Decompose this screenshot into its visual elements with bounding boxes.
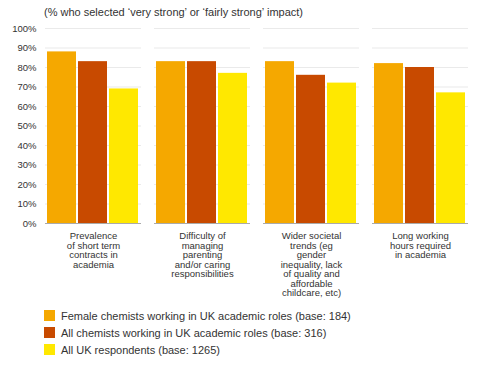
svg-text:Prevalenceof short termcontrac: Prevalenceof short termcontracts inacade… (67, 230, 120, 270)
svg-text:40%: 40% (17, 140, 37, 151)
svg-text:50%: 50% (17, 120, 37, 131)
svg-text:Difficulty ofmanagingparenting: Difficulty ofmanagingparentingand/or car… (171, 230, 234, 279)
html-text:All chemists working in UK aca: All chemists working in UK academic role… (61, 326, 327, 339)
svg-text:80%: 80% (17, 62, 37, 73)
html-text:(% who selected ‘very strong’: (% who selected ‘very strong’ or ‘fairly… (44, 6, 303, 18)
svg-text:70%: 70% (17, 81, 37, 92)
html-text:All UK respondents (base: 1265: All UK respondents (base: 1265) (61, 343, 220, 356)
svg-text:60%: 60% (17, 101, 37, 112)
html-text:Female chemists working in UK: Female chemists working in UK academic r… (61, 309, 351, 322)
svg-text:90%: 90% (17, 42, 37, 53)
svg-text:Wider societaltrends (eggender: Wider societaltrends (eggenderinequality… (281, 230, 343, 298)
svg-text:10%: 10% (17, 198, 37, 209)
svg-text:0%: 0% (23, 218, 37, 229)
svg-text:100%: 100% (12, 23, 37, 34)
svg-text:20%: 20% (17, 179, 37, 190)
svg-text:Long workinghours requiredin a: Long workinghours requiredin academia (390, 230, 451, 260)
svg-text:30%: 30% (17, 159, 37, 170)
